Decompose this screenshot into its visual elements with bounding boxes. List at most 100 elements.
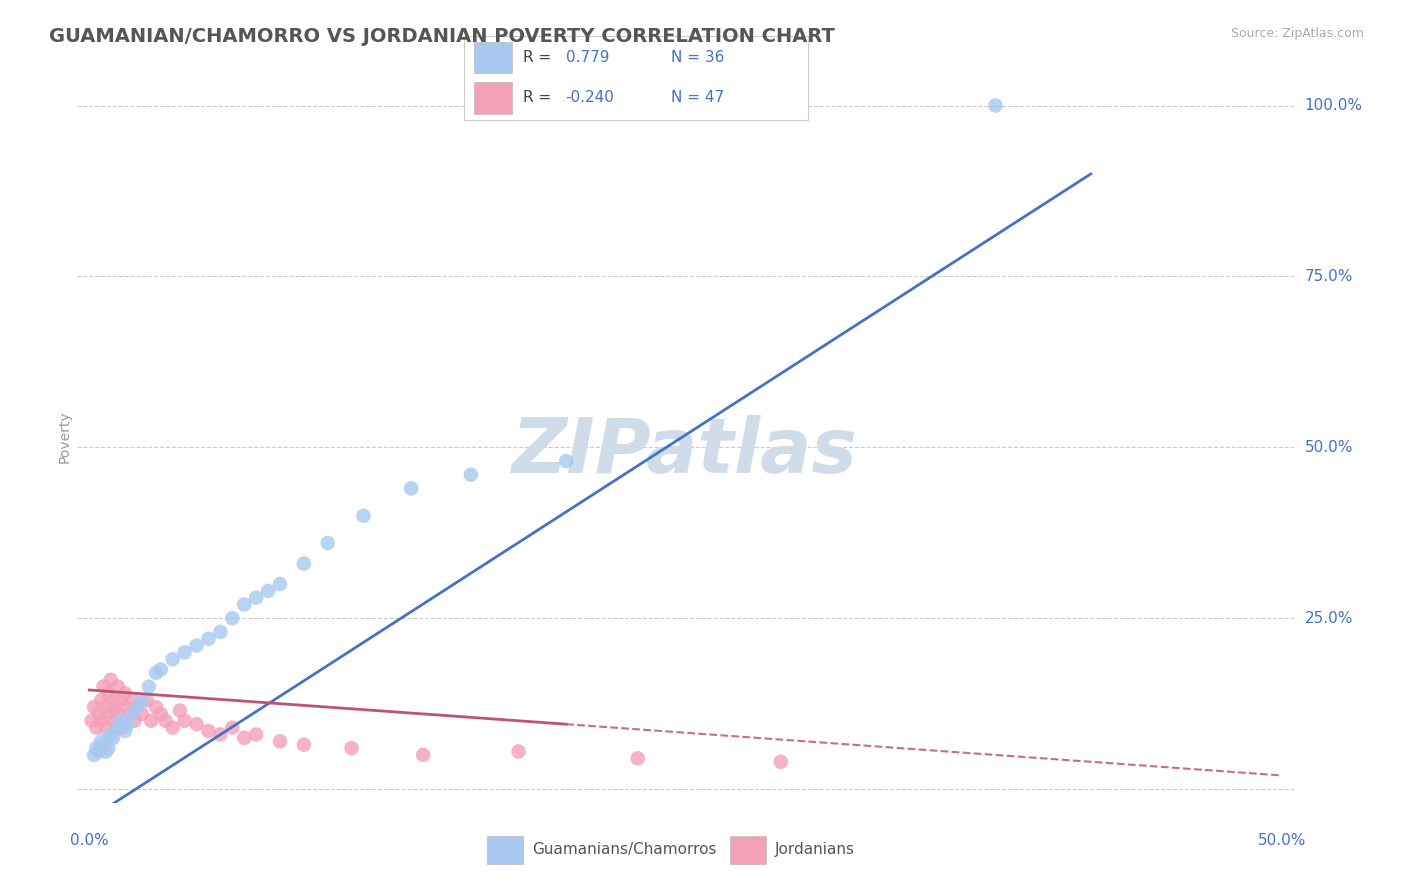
Point	[117, 700, 139, 714]
Text: Source: ZipAtlas.com: Source: ZipAtlas.com	[1230, 27, 1364, 40]
Text: 50.0%: 50.0%	[1257, 833, 1306, 848]
Point	[87, 745, 110, 759]
Point	[100, 673, 122, 687]
Point	[340, 741, 363, 756]
Point	[316, 536, 339, 550]
Point	[97, 706, 120, 721]
Point	[87, 706, 110, 721]
Point	[131, 693, 153, 707]
Point	[121, 693, 143, 707]
Point	[508, 745, 530, 759]
Text: R =: R =	[523, 50, 555, 65]
Point	[145, 700, 167, 714]
Point	[353, 508, 375, 523]
Point	[197, 724, 219, 739]
Point	[114, 686, 136, 700]
Point	[460, 467, 482, 482]
Point	[627, 751, 650, 765]
Point	[94, 700, 117, 714]
Point	[984, 98, 1007, 112]
Point	[94, 721, 117, 735]
Bar	[474, 82, 512, 113]
Point	[104, 700, 127, 714]
Text: 50.0%: 50.0%	[1305, 440, 1353, 455]
Point	[83, 700, 105, 714]
Point	[141, 714, 163, 728]
Text: GUAMANIAN/CHAMORRO VS JORDANIAN POVERTY CORRELATION CHART: GUAMANIAN/CHAMORRO VS JORDANIAN POVERTY …	[49, 27, 835, 45]
Text: Jordanians: Jordanians	[775, 842, 855, 857]
Point	[107, 721, 129, 735]
Point	[121, 706, 143, 721]
Point	[149, 706, 172, 721]
Point	[399, 481, 422, 495]
Point	[118, 706, 141, 721]
Point	[149, 663, 172, 677]
Point	[221, 611, 243, 625]
Point	[97, 741, 120, 756]
Point	[162, 721, 184, 735]
Point	[90, 714, 112, 728]
Bar	[730, 836, 766, 863]
Point	[90, 734, 112, 748]
Point	[412, 747, 434, 762]
Point	[186, 717, 208, 731]
Point	[292, 738, 315, 752]
Text: 0.0%: 0.0%	[70, 833, 108, 848]
Point	[169, 704, 191, 718]
Point	[173, 645, 195, 659]
Text: Guamanians/Chamorros: Guamanians/Chamorros	[531, 842, 717, 857]
Point	[769, 755, 792, 769]
Text: R =: R =	[523, 90, 555, 105]
Text: N = 47: N = 47	[671, 90, 724, 105]
Point	[86, 741, 108, 756]
Point	[162, 652, 184, 666]
Point	[114, 724, 136, 739]
Point	[107, 680, 129, 694]
Point	[101, 693, 124, 707]
Point	[93, 738, 115, 752]
Point	[125, 700, 148, 714]
Text: ZIPatlas: ZIPatlas	[512, 415, 859, 489]
Text: 100.0%: 100.0%	[1305, 98, 1362, 113]
Text: 75.0%: 75.0%	[1305, 268, 1353, 284]
Point	[80, 714, 103, 728]
Text: 25.0%: 25.0%	[1305, 611, 1353, 625]
Point	[155, 714, 177, 728]
Point	[111, 721, 134, 735]
Point	[221, 721, 243, 735]
Point	[117, 717, 139, 731]
Point	[233, 598, 256, 612]
Point	[107, 706, 129, 721]
Point	[145, 665, 167, 680]
Point	[555, 454, 578, 468]
Point	[83, 747, 105, 762]
Point	[138, 680, 160, 694]
Point	[94, 745, 117, 759]
Point	[125, 700, 148, 714]
Point	[245, 591, 267, 605]
Text: 0.779: 0.779	[565, 50, 609, 65]
Bar	[486, 836, 523, 863]
Point	[269, 577, 291, 591]
Text: -0.240: -0.240	[565, 90, 614, 105]
Point	[186, 639, 208, 653]
Point	[110, 693, 132, 707]
Point	[93, 680, 115, 694]
Point	[101, 714, 124, 728]
Point	[101, 731, 124, 745]
Point	[209, 624, 232, 639]
Point	[197, 632, 219, 646]
Point	[245, 727, 267, 741]
Point	[135, 693, 157, 707]
Point	[131, 706, 153, 721]
Text: N = 36: N = 36	[671, 50, 724, 65]
Point	[97, 686, 120, 700]
Point	[233, 731, 256, 745]
Point	[209, 727, 232, 741]
Point	[269, 734, 291, 748]
Point	[86, 721, 108, 735]
Point	[110, 714, 132, 728]
Point	[90, 693, 112, 707]
Y-axis label: Poverty: Poverty	[58, 411, 72, 463]
Point	[292, 557, 315, 571]
